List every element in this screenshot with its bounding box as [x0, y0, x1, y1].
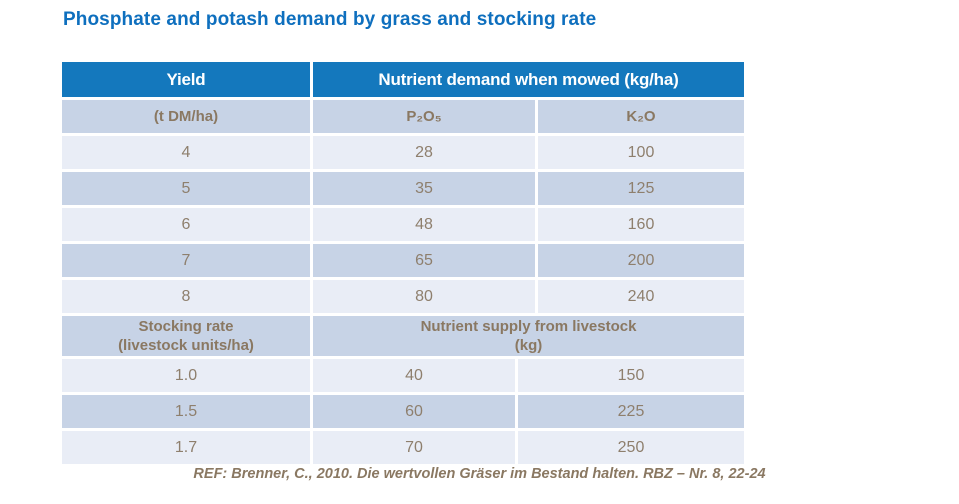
table-row: 6 48 160: [62, 208, 744, 241]
table-row: 1.7 70 250: [62, 431, 744, 464]
header-nutrient-demand: Nutrient demand when mowed (kg/ha): [313, 62, 744, 97]
table-header-row: Yield Nutrient demand when mowed (kg/ha): [62, 62, 744, 97]
table-row: 4 28 100: [62, 136, 744, 169]
table-subheader-row: (t DM/ha) P₂O₅ K₂O: [62, 100, 744, 133]
subheader-p2o5: P₂O₅: [313, 100, 535, 133]
cell-k2o: 160: [538, 208, 744, 241]
section-header-nutrient-supply: Nutrient supply from livestock (kg): [313, 316, 744, 356]
cell-k2o: 100: [538, 136, 744, 169]
table-row: 5 35 125: [62, 172, 744, 205]
cell-p2o5: 28: [313, 136, 535, 169]
cell-p2o5: 65: [313, 244, 535, 277]
cell-k2o: 250: [518, 431, 744, 464]
table-section-header-row: Stocking rate (livestock units/ha) Nutri…: [62, 316, 744, 356]
nutrient-supply-line2: (kg): [514, 337, 543, 354]
cell-yield: 7: [62, 244, 310, 277]
cell-stocking-rate: 1.0: [62, 359, 310, 392]
cell-p2o5: 80: [313, 280, 535, 313]
table-row: 1.5 60 225: [62, 395, 744, 428]
cell-yield: 6: [62, 208, 310, 241]
section-header-stocking-rate: Stocking rate (livestock units/ha): [62, 316, 310, 356]
table-row: 7 65 200: [62, 244, 744, 277]
cell-yield: 5: [62, 172, 310, 205]
cell-k2o: 150: [518, 359, 744, 392]
cell-p2o5: 48: [313, 208, 535, 241]
cell-k2o: 225: [518, 395, 744, 428]
cell-stocking-rate: 1.7: [62, 431, 310, 464]
cell-k2o: 125: [538, 172, 744, 205]
cell-p2o5: 35: [313, 172, 535, 205]
page-title: Phosphate and potash demand by grass and…: [63, 9, 597, 30]
table-row: 8 80 240: [62, 280, 744, 313]
cell-k2o: 200: [538, 244, 744, 277]
cell-p2o5: 70: [313, 431, 515, 464]
nutrient-table: Yield Nutrient demand when mowed (kg/ha)…: [62, 62, 744, 464]
table-row: 1.0 40 150: [62, 359, 744, 392]
cell-stocking-rate: 1.5: [62, 395, 310, 428]
cell-k2o: 240: [538, 280, 744, 313]
cell-p2o5: 40: [313, 359, 515, 392]
header-yield: Yield: [62, 62, 310, 97]
stocking-rate-line2: (livestock units/ha): [118, 337, 254, 354]
nutrient-supply-line1: Nutrient supply from livestock: [420, 318, 637, 335]
cell-p2o5: 60: [313, 395, 515, 428]
cell-yield: 4: [62, 136, 310, 169]
subheader-unit: (t DM/ha): [62, 100, 310, 133]
subheader-k2o: K₂O: [538, 100, 744, 133]
stocking-rate-line1: Stocking rate: [138, 318, 234, 335]
reference-citation: REF: Brenner, C., 2010. Die wertvollen G…: [193, 466, 766, 482]
cell-yield: 8: [62, 280, 310, 313]
